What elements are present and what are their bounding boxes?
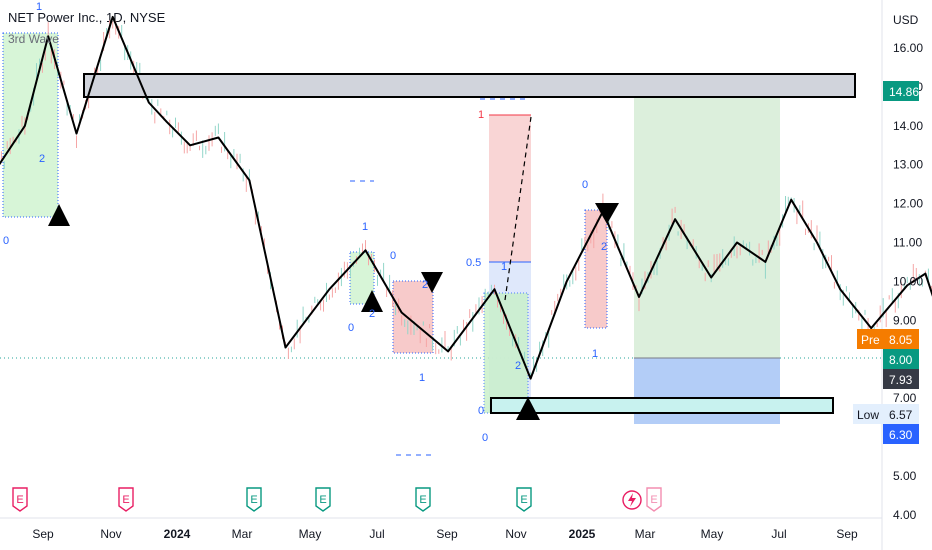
y-tick-label: 11.00 xyxy=(893,236,922,250)
fib-label: 2 xyxy=(369,308,375,320)
low-price-tag: Low 6.57 xyxy=(853,404,919,424)
close-price-tag: 7.93 xyxy=(883,369,919,389)
svg-text:E: E xyxy=(250,494,257,506)
svg-text:7.93: 7.93 xyxy=(889,373,913,387)
fib-label: 1 xyxy=(501,261,507,273)
up-arrow-icon xyxy=(361,290,383,312)
x-tick-label: May xyxy=(299,527,322,541)
earnings-icon[interactable]: E xyxy=(415,487,431,512)
fib-label: 0 xyxy=(582,179,588,191)
stop-price-tag: 6.30 xyxy=(883,424,919,444)
fib-label: 2 xyxy=(601,241,607,253)
svg-text:E: E xyxy=(650,494,657,506)
svg-text:6.57: 6.57 xyxy=(889,408,913,422)
fib-labels: 1 0.5 0 1 2 0 1 2 0 1 2 0 1 2 0 1 2 0 xyxy=(3,1,607,444)
resistance-zone[interactable] xyxy=(83,73,856,98)
earnings-icon[interactable]: E xyxy=(246,487,262,512)
earnings-icon[interactable]: E xyxy=(118,487,134,512)
svg-text:8.00: 8.00 xyxy=(889,353,913,367)
svg-text:Pre: Pre xyxy=(861,333,880,347)
wave-box-aug xyxy=(392,280,434,354)
fib-label: 2 xyxy=(39,153,45,165)
wave3-zone xyxy=(2,32,59,218)
projection-dash xyxy=(504,116,532,301)
x-tick-label: Nov xyxy=(505,527,526,541)
fib-label: 0 xyxy=(3,235,9,247)
fib-label: 1 xyxy=(592,348,598,360)
svg-text:14.86: 14.86 xyxy=(889,85,919,99)
svg-text:E: E xyxy=(319,494,326,506)
x-tick-label: Sep xyxy=(32,527,54,541)
x-tick-label: Sep xyxy=(436,527,458,541)
down-arrow-icon xyxy=(595,203,619,224)
support-zone[interactable] xyxy=(490,397,834,414)
lightning-icon[interactable] xyxy=(622,490,642,510)
fib-label: 2 xyxy=(422,279,428,291)
fib-label: 0 xyxy=(478,405,484,417)
pre-market-tag: Pre 8.05 xyxy=(857,329,919,349)
wave-box-jan xyxy=(584,209,608,329)
svg-text:Low: Low xyxy=(857,408,879,422)
y-tick-label: 16.00 xyxy=(893,41,923,55)
fib-label: 1 xyxy=(36,1,42,13)
price-line xyxy=(0,15,932,380)
fib-label: 1 xyxy=(478,109,484,121)
symbol-title: NET Power Inc., 1D, NYSE xyxy=(8,10,166,25)
svg-text:8.05: 8.05 xyxy=(889,333,913,347)
x-tick-label: Nov xyxy=(100,527,121,541)
fib-zone-green xyxy=(483,292,529,414)
earnings-icon[interactable]: E xyxy=(315,487,331,512)
svg-text:E: E xyxy=(419,494,426,506)
down-arrow-icon xyxy=(421,272,443,293)
loss-zone xyxy=(634,358,780,424)
time-axis[interactable]: Sep Nov 2024 Mar May Jul Sep Nov 2025 Mar May Jul Se… xyxy=(32,527,858,541)
target-price-tag: 14.86 xyxy=(883,81,919,101)
current-price-tag: 8.00 xyxy=(883,349,919,369)
y-tick-label: 7.00 xyxy=(893,391,917,405)
fib-zone-red xyxy=(489,115,531,262)
y-tick-label: 4.00 xyxy=(893,508,917,522)
y-tick-label: 5.00 xyxy=(893,469,917,483)
earnings-icon[interactable]: E xyxy=(646,487,662,512)
fib-label: 1 xyxy=(419,372,425,384)
up-arrow-icon xyxy=(516,397,540,420)
y-tick-label: 12.00 xyxy=(893,197,923,211)
fib-label: 0.5 xyxy=(466,257,481,269)
y-tick-label: 10.00 xyxy=(893,274,923,288)
svg-text:E: E xyxy=(122,494,129,506)
y-tick-label: 9.00 xyxy=(893,313,917,327)
x-tick-label: Jul xyxy=(369,527,384,541)
price-axis[interactable]: 16.0015.0014.0013.0012.0011.0010.009.007… xyxy=(893,41,923,522)
x-tick-label: May xyxy=(701,527,724,541)
fib-label: 0 xyxy=(482,432,488,444)
x-tick-label: Sep xyxy=(836,527,858,541)
wave-label: 3rd Wave xyxy=(8,32,59,46)
up-arrow-icon xyxy=(48,204,70,226)
fib-label: 0 xyxy=(390,250,396,262)
x-tick-label: 2025 xyxy=(569,527,596,541)
x-tick-label: 2024 xyxy=(164,527,191,541)
fib-label: 2 xyxy=(515,360,521,372)
currency-label[interactable]: USD xyxy=(893,13,919,27)
profit-zone xyxy=(634,90,780,358)
svg-text:6.30: 6.30 xyxy=(889,428,913,442)
y-tick-label: 14.00 xyxy=(893,119,923,133)
earnings-icon[interactable]: E xyxy=(12,487,28,512)
x-tick-label: Mar xyxy=(635,527,656,541)
x-tick-label: Mar xyxy=(232,527,253,541)
fib-label: 1 xyxy=(362,221,368,233)
svg-text:E: E xyxy=(16,494,23,506)
earnings-icon[interactable]: E xyxy=(516,487,532,512)
fib-label: 0 xyxy=(348,322,354,334)
svg-text:E: E xyxy=(520,494,527,506)
y-tick-label: 13.00 xyxy=(893,158,923,172)
x-tick-label: Jul xyxy=(771,527,786,541)
